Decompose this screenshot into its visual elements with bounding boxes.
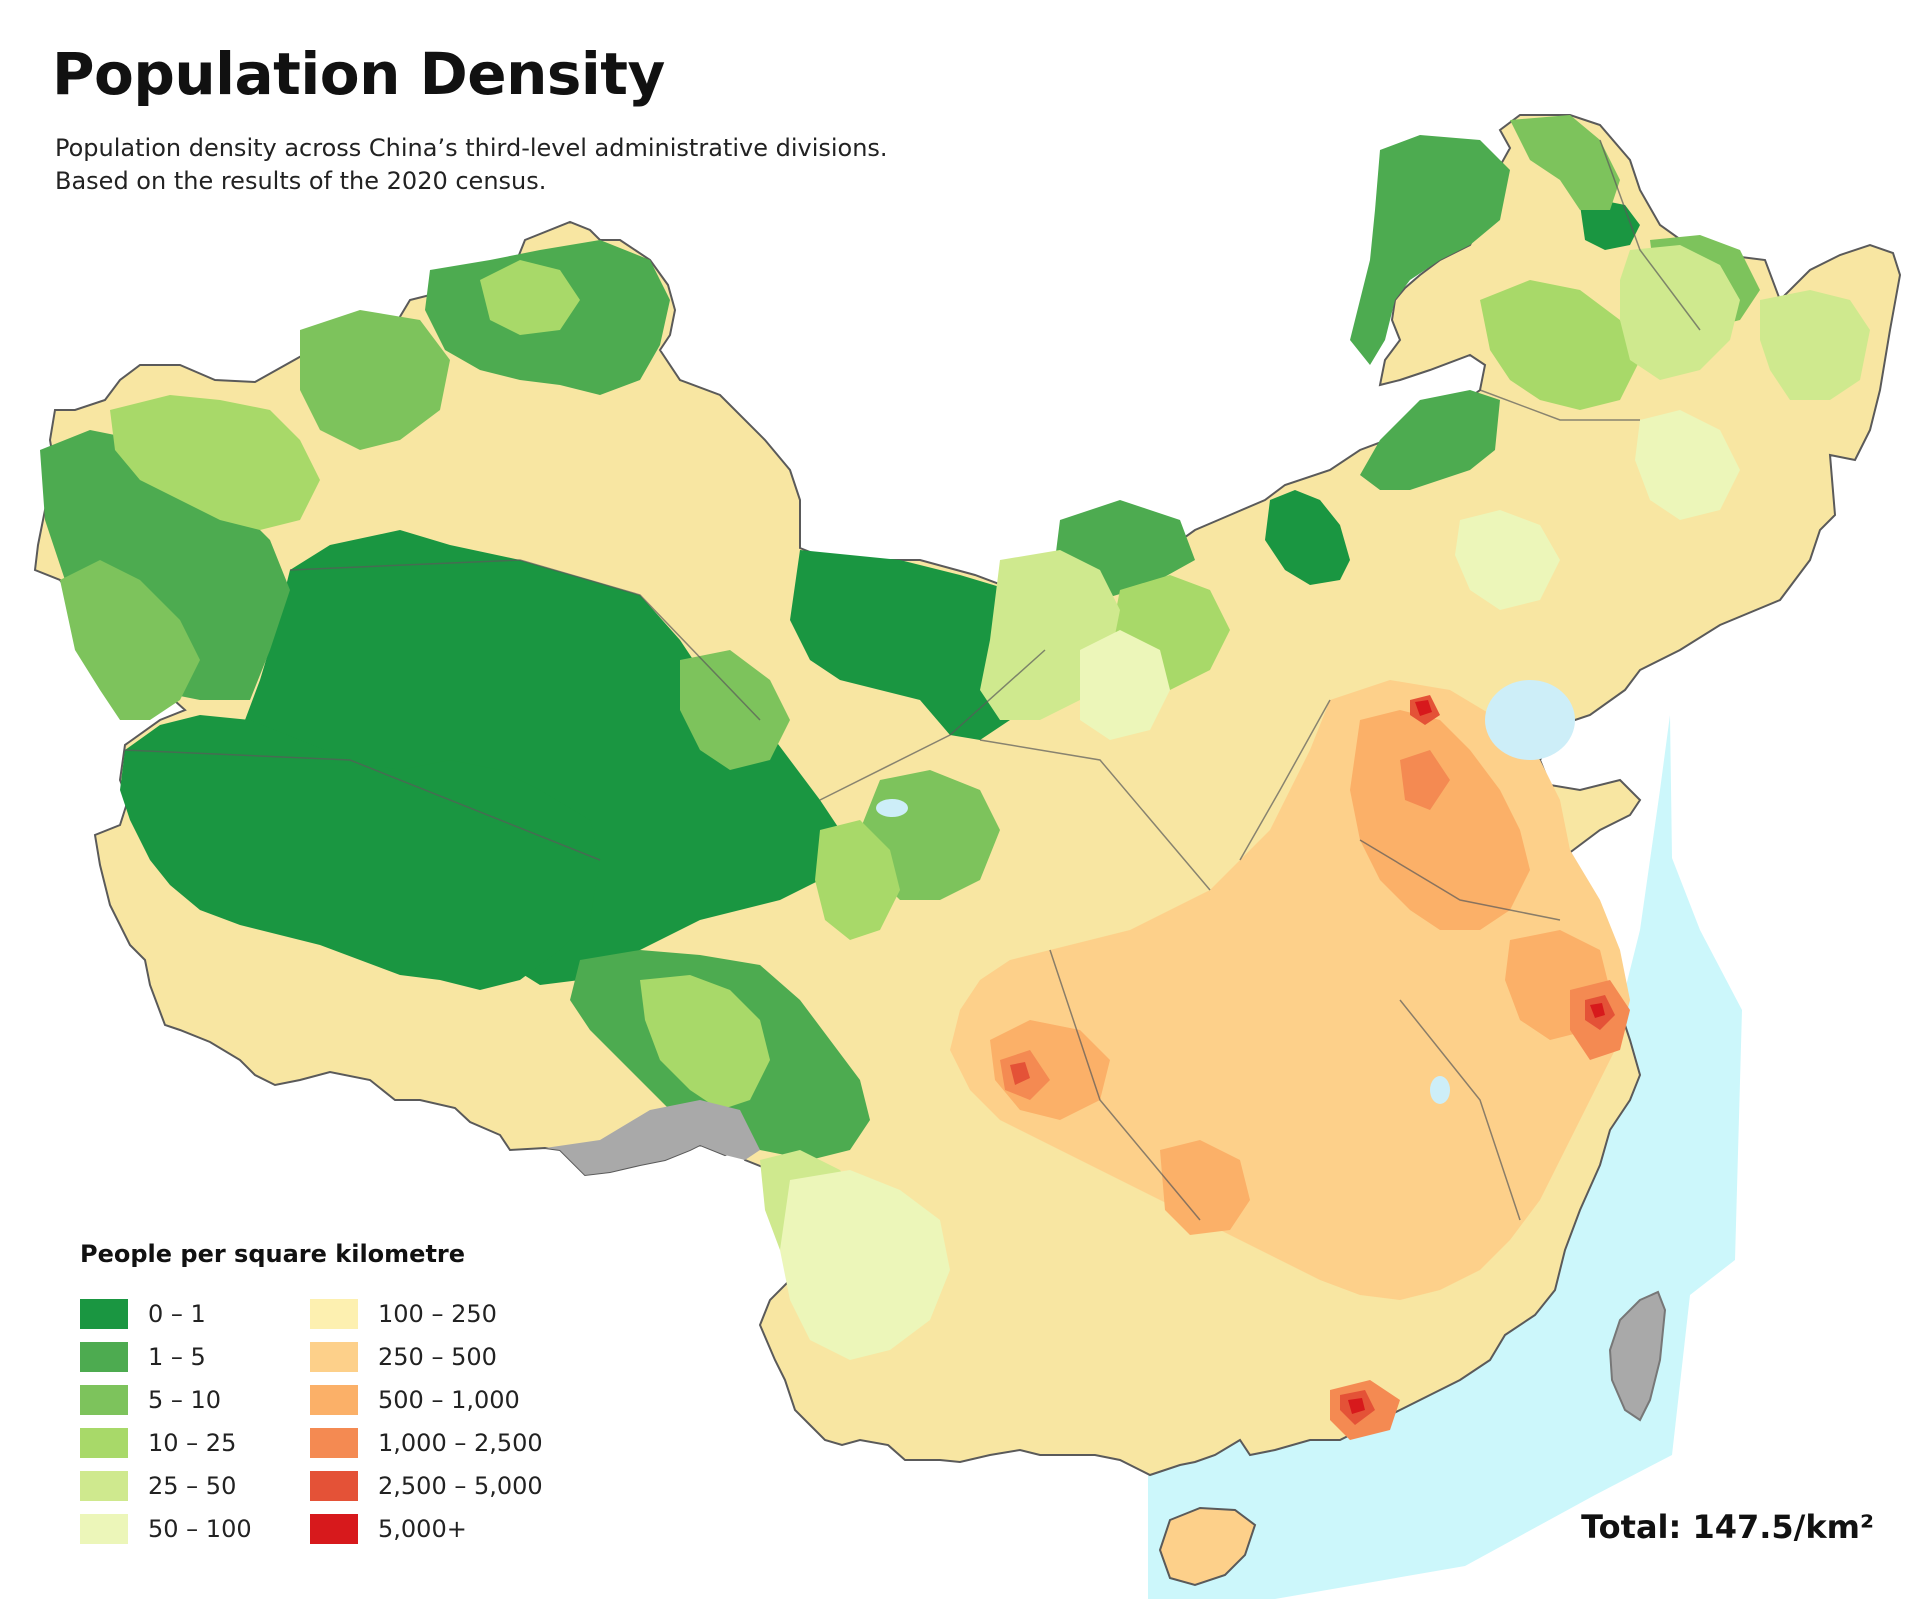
legend-item: 10 – 25 <box>80 1421 310 1464</box>
legend-swatch <box>310 1427 358 1458</box>
legend-label: 25 – 50 <box>148 1471 237 1500</box>
legend-swatch <box>80 1298 128 1329</box>
bohai-sea <box>1485 680 1575 760</box>
legend-title: People per square kilometre <box>80 1240 466 1268</box>
legend-swatch <box>310 1470 358 1501</box>
zone-darkgreen-inner-mongolia <box>1265 490 1350 585</box>
zone-green-5-10 <box>60 115 1760 900</box>
legend-item: 2,500 – 5,000 <box>310 1464 543 1507</box>
legend-label: 5 – 10 <box>148 1385 222 1414</box>
legend-column-right: 100 – 250 250 – 500 500 – 1,000 1,000 – … <box>310 1292 543 1550</box>
zone-orange-500-1000 <box>990 710 1610 1235</box>
legend-label: 100 – 250 <box>378 1299 497 1328</box>
legend-item: 25 – 50 <box>80 1464 310 1507</box>
legend-label: 250 – 500 <box>378 1342 497 1371</box>
subtitle-line-1: Population density across China’s third-… <box>55 134 888 162</box>
legend-swatch <box>80 1513 128 1544</box>
legend-swatch <box>80 1341 128 1372</box>
legend-item: 250 – 500 <box>310 1335 540 1378</box>
total-density: Total: 147.5/km² <box>1581 1508 1874 1546</box>
subtitle-line-2: Based on the results of the 2020 census. <box>55 167 547 195</box>
legend-label: 2,500 – 5,000 <box>378 1471 543 1500</box>
qinghai-lake <box>876 799 908 817</box>
legend-swatch <box>310 1384 358 1415</box>
legend-label: 5,000+ <box>378 1514 467 1543</box>
legend-item: 1 – 5 <box>80 1335 310 1378</box>
legend-swatch <box>80 1427 128 1458</box>
legend-label: 10 – 25 <box>148 1428 237 1457</box>
zone-darkgreen-tibet <box>120 715 600 990</box>
subtitle: Population density across China’s third-… <box>55 132 888 198</box>
legend-swatch <box>310 1513 358 1544</box>
legend-item: 500 – 1,000 <box>310 1378 540 1421</box>
lake-poyang <box>1430 1076 1450 1104</box>
province-borders <box>124 139 1701 1221</box>
legend-swatch <box>310 1341 358 1372</box>
zone-lightgreen-50-100 <box>780 410 1740 1360</box>
legend-item: 1,000 – 2,500 <box>310 1421 543 1464</box>
zone-darkgreen-heilongjiang <box>1580 200 1640 250</box>
legend-label: 50 – 100 <box>148 1514 252 1543</box>
taiwan-island <box>1608 1290 1667 1422</box>
no-data-region <box>545 1100 760 1175</box>
legend-column-left: 0 – 1 1 – 5 5 – 10 10 – 25 25 – 50 50 – … <box>80 1292 310 1550</box>
legend-label: 500 – 1,000 <box>378 1385 520 1414</box>
legend-item: 5,000+ <box>310 1507 540 1550</box>
legend: People per square kilometre 0 – 1 1 – 5 … <box>80 1240 600 1550</box>
zone-darkgreen-gansu <box>790 550 1045 740</box>
legend-label: 1 – 5 <box>148 1342 206 1371</box>
legend-item: 50 – 100 <box>80 1507 310 1550</box>
legend-label: 1,000 – 2,500 <box>378 1428 543 1457</box>
legend-item: 5 – 10 <box>80 1378 310 1421</box>
legend-label: 0 – 1 <box>148 1299 206 1328</box>
page-title: Population Density <box>52 40 665 108</box>
legend-item: 100 – 250 <box>310 1292 540 1335</box>
legend-swatch <box>80 1470 128 1501</box>
legend-swatch <box>310 1298 358 1329</box>
hainan-island <box>1158 1506 1257 1587</box>
legend-swatch <box>80 1384 128 1415</box>
legend-item: 0 – 1 <box>80 1292 310 1335</box>
